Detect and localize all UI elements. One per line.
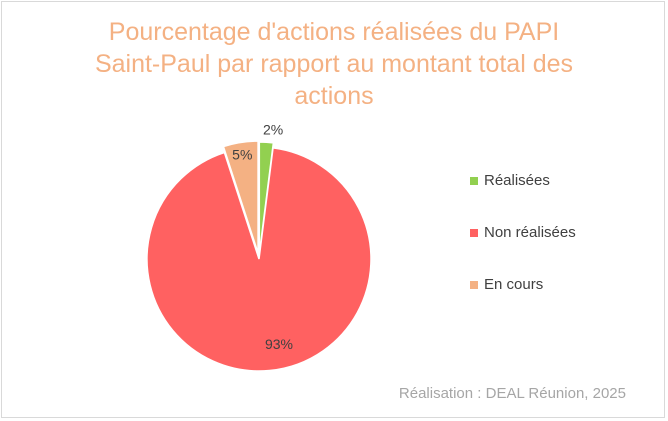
legend-item-realisees: Réalisées: [470, 172, 550, 189]
legend-swatch-non-realisees: [470, 228, 478, 237]
data-label-en-cours: 5%: [232, 147, 252, 163]
chart-title-line-1: Pourcentage d'actions réalisées du PAPI: [108, 18, 560, 46]
legend-label-realisees: Réalisées: [484, 172, 550, 189]
source-credit: Réalisation : DEAL Réunion, 2025: [398, 385, 626, 402]
legend-swatch-en-cours: [470, 280, 478, 289]
pie-slice-non-realisees: [146, 147, 372, 372]
chart-title: Pourcentage d'actions réalisées du PAPI …: [2, 16, 666, 112]
legend-label-non-realisees: Non réalisées: [484, 224, 576, 241]
data-label-realisees: 2%: [263, 121, 283, 137]
chart-title-line-3: actions: [294, 82, 374, 110]
legend-item-non-realisees: Non réalisées: [470, 224, 576, 241]
legend-label-en-cours: En cours: [484, 276, 544, 293]
data-label-non-realisees: 93%: [265, 336, 293, 352]
chart-title-line-2: Saint-Paul par rapport au montant total …: [94, 50, 574, 78]
legend-item-en-cours: En cours: [470, 276, 543, 293]
legend-swatch-realisees: [470, 176, 478, 185]
pie-slice-en-cours: [222, 140, 259, 254]
